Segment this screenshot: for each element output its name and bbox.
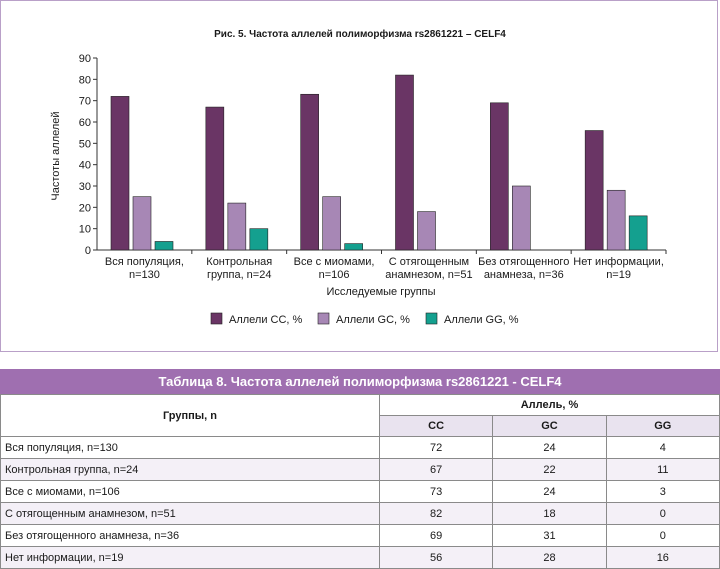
group-name-cell: Контрольная группа, n=24 [0, 458, 380, 481]
bar-gc [322, 196, 341, 251]
frequency-table: Группы, n Аллель, % CC GC GG Вся популяц… [0, 394, 720, 569]
group-name-cell: С отягощенным анамнезом, n=51 [0, 502, 380, 525]
legend-label: Аллели GC, % [336, 314, 410, 326]
column-header-gg: GG [605, 415, 720, 437]
y-tick-label: 50 [79, 138, 91, 150]
legend-swatch [210, 312, 223, 325]
value-cell: 28 [492, 546, 607, 569]
bar-gg [344, 243, 363, 251]
bar-cc [110, 96, 130, 251]
y-axis-title: Частоты аллелей [50, 111, 62, 200]
value-cell: 16 [605, 546, 720, 569]
allele-table: Таблица 8. Частота аллелей полиморфизма … [0, 369, 720, 569]
group-name-cell: Нет информации, n=19 [0, 546, 380, 569]
table-row: Контрольная группа, n=24 67 22 11 [0, 458, 720, 481]
y-tick-label: 70 [79, 96, 91, 108]
category-label: С отягощенным [389, 256, 469, 268]
value-cell: 0 [605, 502, 720, 525]
value-cell: 67 [378, 458, 494, 481]
category-label: анамнеза, n=36 [484, 269, 564, 281]
value-cell: 56 [378, 546, 494, 569]
y-tick-label: 60 [79, 117, 91, 129]
value-cell: 11 [605, 458, 720, 481]
value-cell: 24 [492, 436, 607, 459]
allele-header: Аллель, % [378, 394, 720, 416]
table-title: Таблица 8. Частота аллелей полиморфизма … [0, 369, 720, 394]
bar-cc [205, 106, 225, 251]
category-label: n=130 [129, 269, 160, 281]
value-cell: 72 [378, 436, 494, 459]
category-label: Контрольная [206, 256, 272, 268]
value-cell: 82 [378, 502, 494, 525]
bar-cc [490, 102, 509, 251]
category-label: Вся популяция, [105, 256, 184, 268]
legend-label: Аллели GG, % [444, 314, 519, 326]
bar-gc [417, 211, 436, 251]
bar-gc [512, 185, 531, 251]
bar-gg [628, 215, 648, 251]
category-label: анамнезом, n=51 [385, 269, 472, 281]
y-tick-label: 30 [79, 181, 91, 193]
bar-gc [227, 202, 247, 251]
legend-label: Аллели CC, % [229, 314, 303, 326]
value-cell: 22 [492, 458, 607, 481]
table-row: Без отягощенного анамнеза, n=36 69 31 0 [0, 524, 720, 547]
category-label: Нет информации, [573, 256, 664, 268]
y-tick-label: 20 [79, 202, 91, 214]
y-tick-label: 10 [79, 224, 91, 236]
group-name-cell: Без отягощенного анамнеза, n=36 [0, 524, 380, 547]
groups-header: Группы, n [0, 394, 380, 437]
x-axis-title: Исследуемые группы [326, 286, 435, 298]
y-tick-label: 80 [79, 74, 91, 86]
bar-gc [132, 196, 152, 251]
legend-swatch [317, 312, 330, 325]
bar-chart: Рис. 5. Частота аллелей полиморфизма rs2… [50, 28, 667, 326]
bar-cc [584, 130, 604, 251]
y-tick-label: 40 [79, 160, 91, 172]
value-cell: 31 [492, 524, 607, 547]
value-cell: 73 [378, 480, 494, 503]
value-cell: 3 [605, 480, 720, 503]
column-header-gc: GC [492, 415, 607, 437]
value-cell: 4 [605, 436, 720, 459]
bar-gg [154, 241, 174, 251]
value-cell: 24 [492, 480, 607, 503]
group-name-cell: Все с миомами, n=106 [0, 480, 380, 503]
bar-gg [249, 228, 269, 251]
value-cell: 0 [605, 524, 720, 547]
value-cell: 69 [378, 524, 494, 547]
table-row: Вся популяция, n=130 72 24 4 [0, 436, 720, 459]
group-name-cell: Вся популяция, n=130 [0, 436, 380, 459]
chart-title: Рис. 5. Частота аллелей полиморфизма rs2… [214, 28, 506, 40]
category-label: n=106 [319, 269, 350, 281]
bar-gc [606, 189, 626, 251]
table-row: С отягощенным анамнезом, n=51 82 18 0 [0, 502, 720, 525]
table-row: Все с миомами, n=106 73 24 3 [0, 480, 720, 503]
category-label: группа, n=24 [207, 269, 271, 281]
legend-swatch [425, 312, 438, 325]
column-header-cc: CC [378, 415, 494, 437]
y-tick-label: 0 [85, 245, 91, 257]
bar-cc [395, 74, 414, 251]
category-label: n=19 [606, 269, 631, 281]
category-label: Все с миомами, [294, 256, 375, 268]
figure-panel: Рис. 5. Частота аллелей полиморфизма rs2… [0, 0, 718, 352]
bar-cc [300, 93, 319, 251]
y-tick-label: 90 [79, 53, 91, 65]
table-row: Нет информации, n=19 56 28 16 [0, 546, 720, 569]
value-cell: 18 [492, 502, 607, 525]
category-label: Без отягощенного [478, 256, 569, 268]
